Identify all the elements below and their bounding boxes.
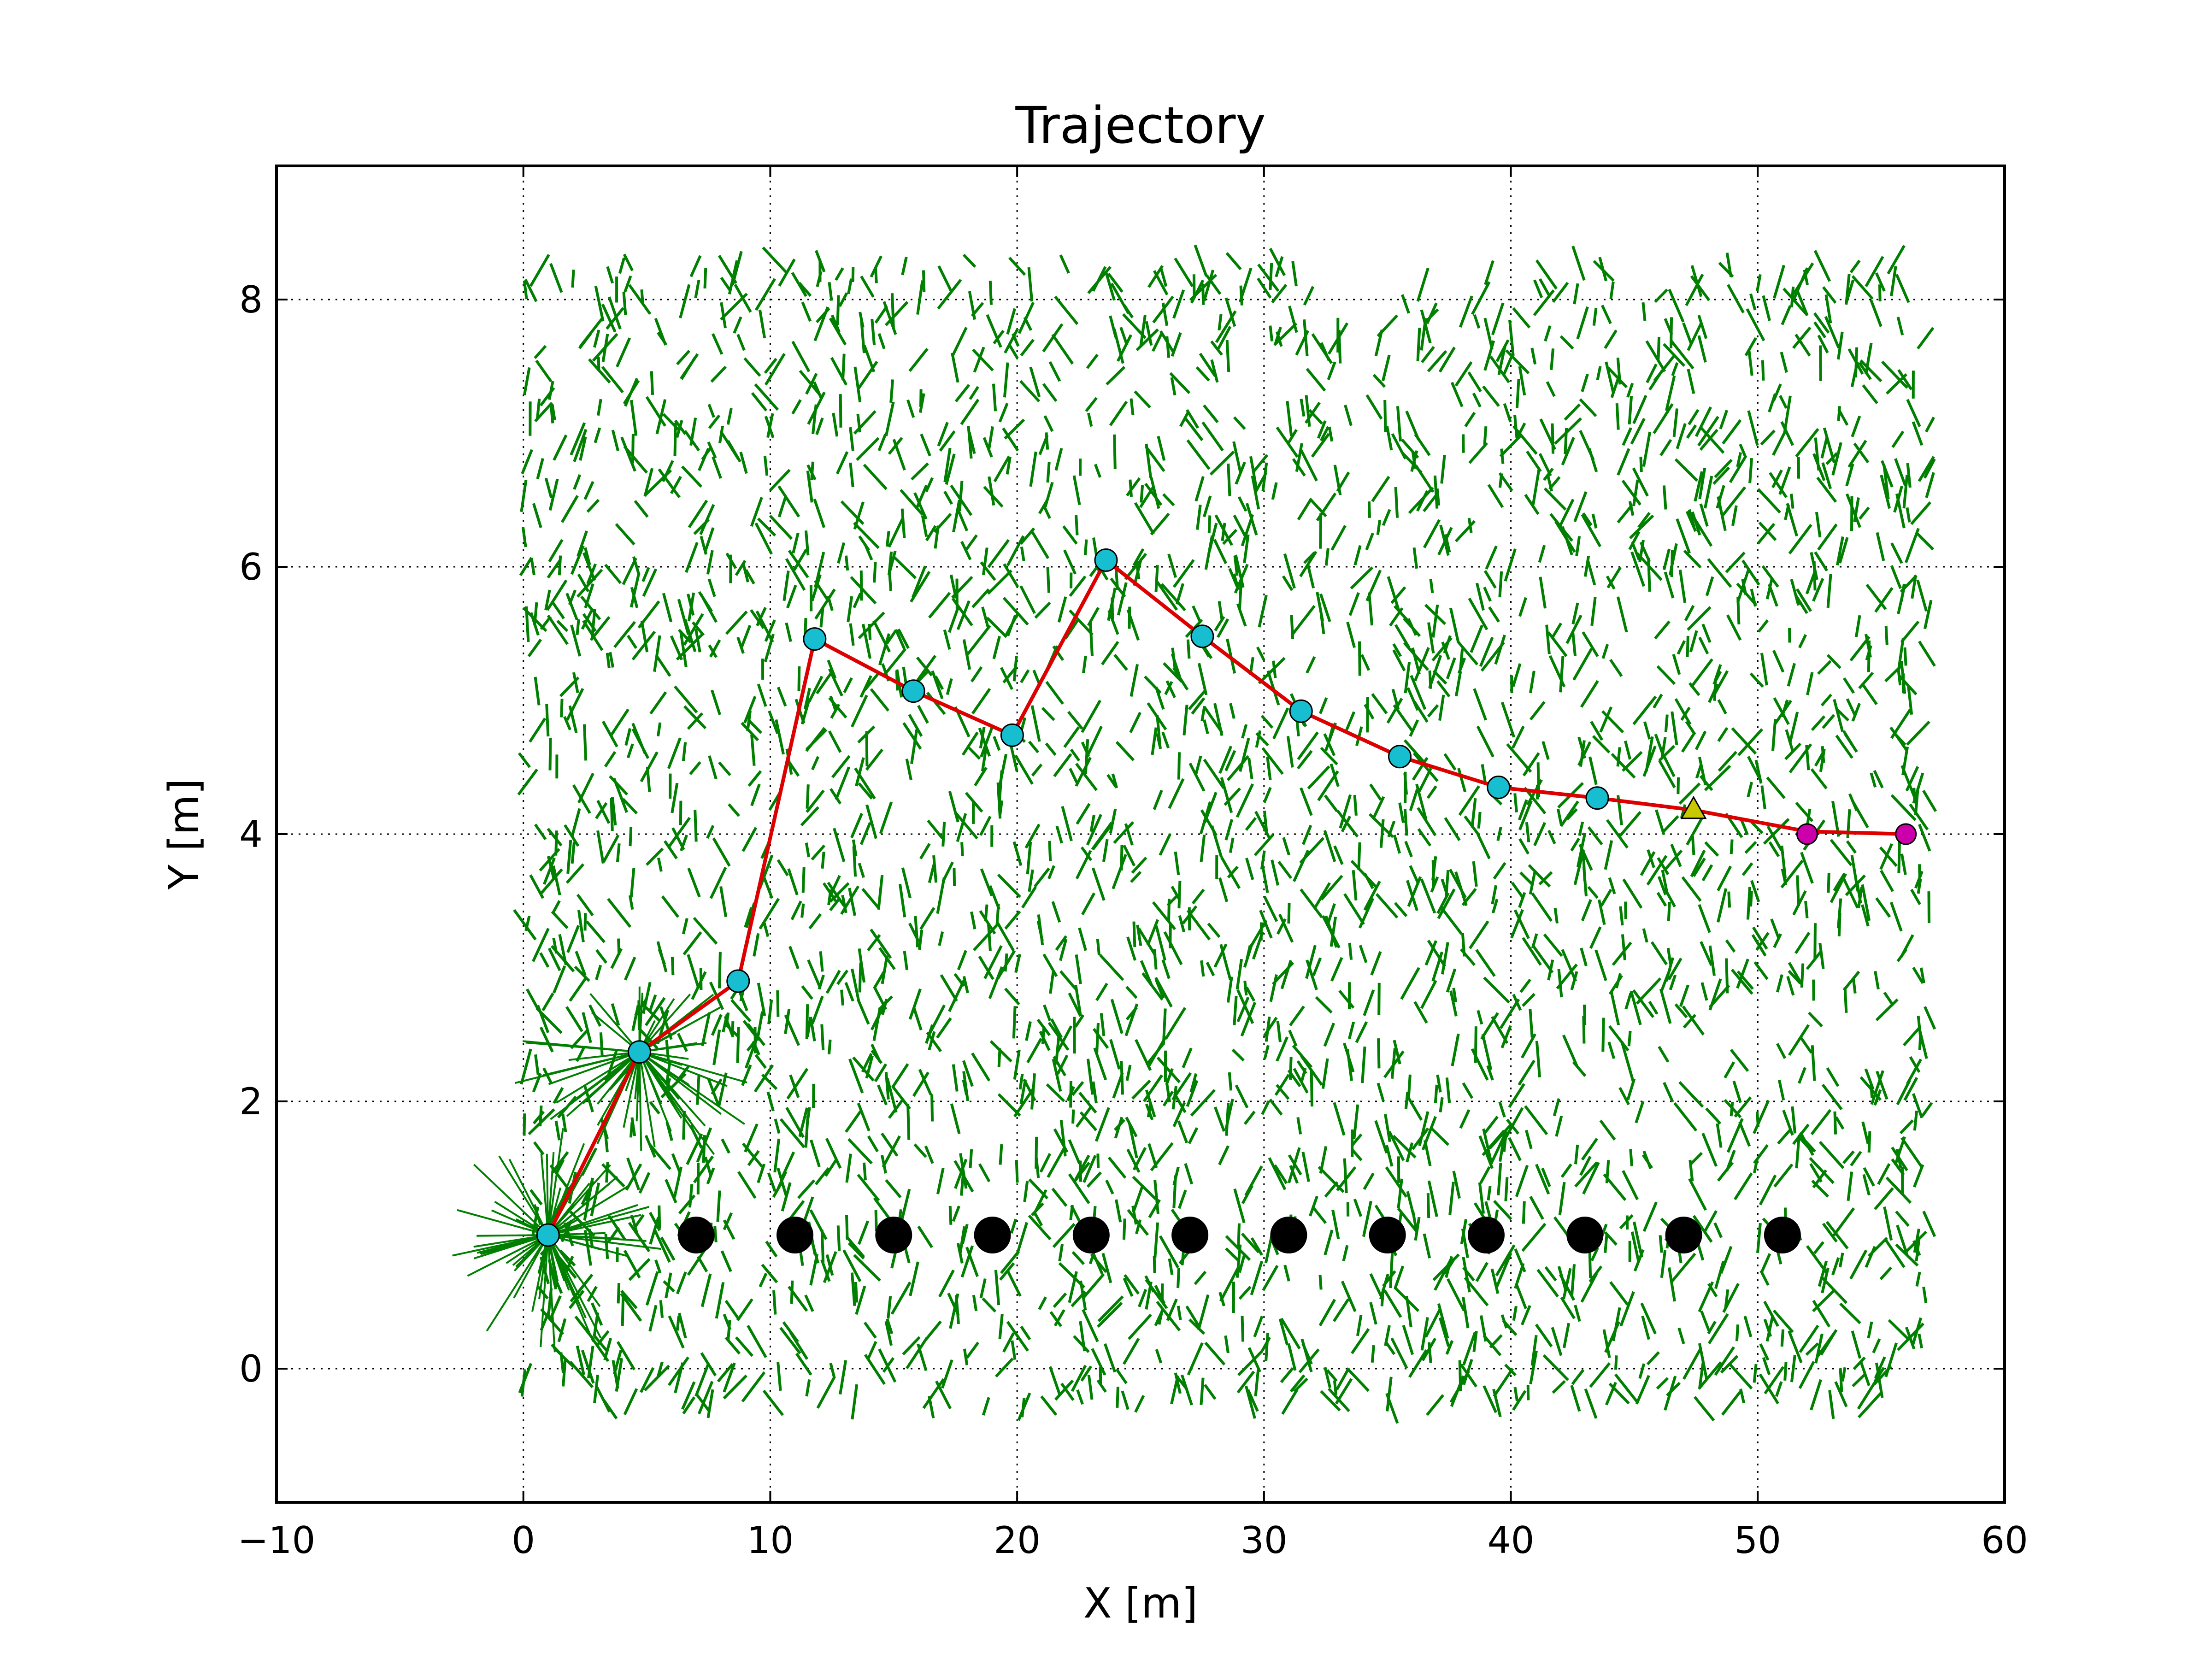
estimate-triangle-marker	[1680, 795, 1707, 819]
waypoint-marker	[1388, 745, 1412, 769]
landmark-point	[1171, 1217, 1209, 1253]
landmark-point	[1665, 1217, 1702, 1253]
waypoint-marker	[1585, 786, 1609, 810]
goal-marker	[1796, 823, 1818, 845]
landmark-point	[974, 1217, 1011, 1253]
landmark-point	[1270, 1217, 1307, 1253]
particle-fan-rays	[452, 986, 747, 1353]
landmark-point	[777, 1217, 813, 1253]
y-tick-label: 2	[239, 1080, 263, 1123]
x-tick-label: 0	[512, 1519, 535, 1562]
y-tick-label: 6	[239, 546, 263, 588]
waypoint-marker	[536, 1223, 560, 1247]
waypoint-marker	[628, 1040, 651, 1064]
waypoint-marker	[1000, 723, 1024, 747]
y-tick-label: 0	[239, 1347, 263, 1390]
y-tick-label: 8	[239, 278, 263, 321]
particle-cloud	[452, 244, 1937, 1424]
x-tick-label: 10	[747, 1519, 794, 1562]
landmark-point	[1369, 1217, 1406, 1253]
chart-title: Trajectory	[1015, 96, 1265, 155]
landmark-point	[875, 1217, 912, 1253]
waypoint-marker	[803, 627, 827, 651]
landmarks	[677, 1217, 1801, 1253]
goal-marker	[1895, 823, 1917, 845]
particle-dashes	[513, 244, 1937, 1424]
x-tick-label: 20	[994, 1519, 1041, 1562]
x-tick-label: 40	[1488, 1519, 1535, 1562]
landmark-point	[1566, 1217, 1604, 1253]
waypoint-marker	[726, 969, 750, 993]
axis-ticks: −10 0 10 20 30 40 50 60 0 2 4 6 8	[238, 166, 2028, 1562]
waypoint-marker	[1289, 699, 1313, 723]
landmark-point	[1072, 1217, 1110, 1253]
waypoint-marker	[1487, 776, 1511, 799]
x-axis-label: X [m]	[1083, 1579, 1198, 1628]
x-tick-label: 60	[1981, 1519, 2028, 1562]
landmark-point	[1764, 1217, 1801, 1253]
landmark-point	[677, 1217, 715, 1253]
landmark-point	[1468, 1217, 1505, 1253]
waypoint-marker	[1190, 624, 1214, 648]
x-tick-label: 50	[1734, 1519, 1781, 1562]
waypoint-marker	[901, 679, 925, 703]
waypoint-marker	[1094, 548, 1118, 572]
x-tick-label: −10	[238, 1519, 316, 1562]
y-tick-label: 4	[239, 813, 263, 856]
x-tick-label: 30	[1241, 1519, 1288, 1562]
trajectory-markers	[536, 548, 1917, 1247]
y-axis-label: Y [m]	[160, 778, 208, 890]
